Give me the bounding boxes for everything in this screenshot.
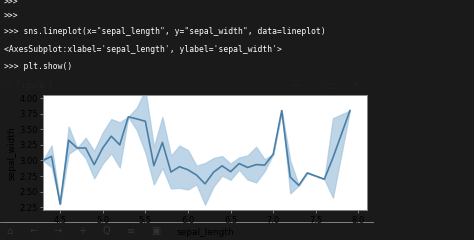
Text: >>> plt.show(): >>> plt.show(): [4, 62, 72, 71]
Text: <AxesSubplot:xlabel='sepal_length', ylabel='sepal_width'>: <AxesSubplot:xlabel='sepal_length', ylab…: [4, 45, 282, 54]
Text: Q: Q: [103, 226, 110, 236]
Text: →: →: [54, 226, 62, 236]
Text: ⌂: ⌂: [6, 226, 12, 236]
Text: ←: ←: [30, 226, 38, 236]
Text: —: —: [292, 81, 301, 90]
X-axis label: sepal_length: sepal_length: [176, 228, 234, 237]
Text: +: +: [78, 226, 86, 236]
Text: >>>: >>>: [4, 0, 18, 6]
Text: □: □: [326, 81, 334, 90]
Text: ≡: ≡: [127, 226, 135, 236]
Text: ☉ Figure 1: ☉ Figure 1: [8, 81, 54, 90]
Y-axis label: sepal_width: sepal_width: [7, 126, 16, 180]
Text: >>>: >>>: [4, 12, 18, 21]
Text: ▣: ▣: [151, 226, 160, 236]
Text: ×: ×: [352, 81, 360, 91]
Text: >>> sns.lineplot(x="sepal_length", y="sepal_width", data=lineplot): >>> sns.lineplot(x="sepal_length", y="se…: [4, 27, 326, 36]
